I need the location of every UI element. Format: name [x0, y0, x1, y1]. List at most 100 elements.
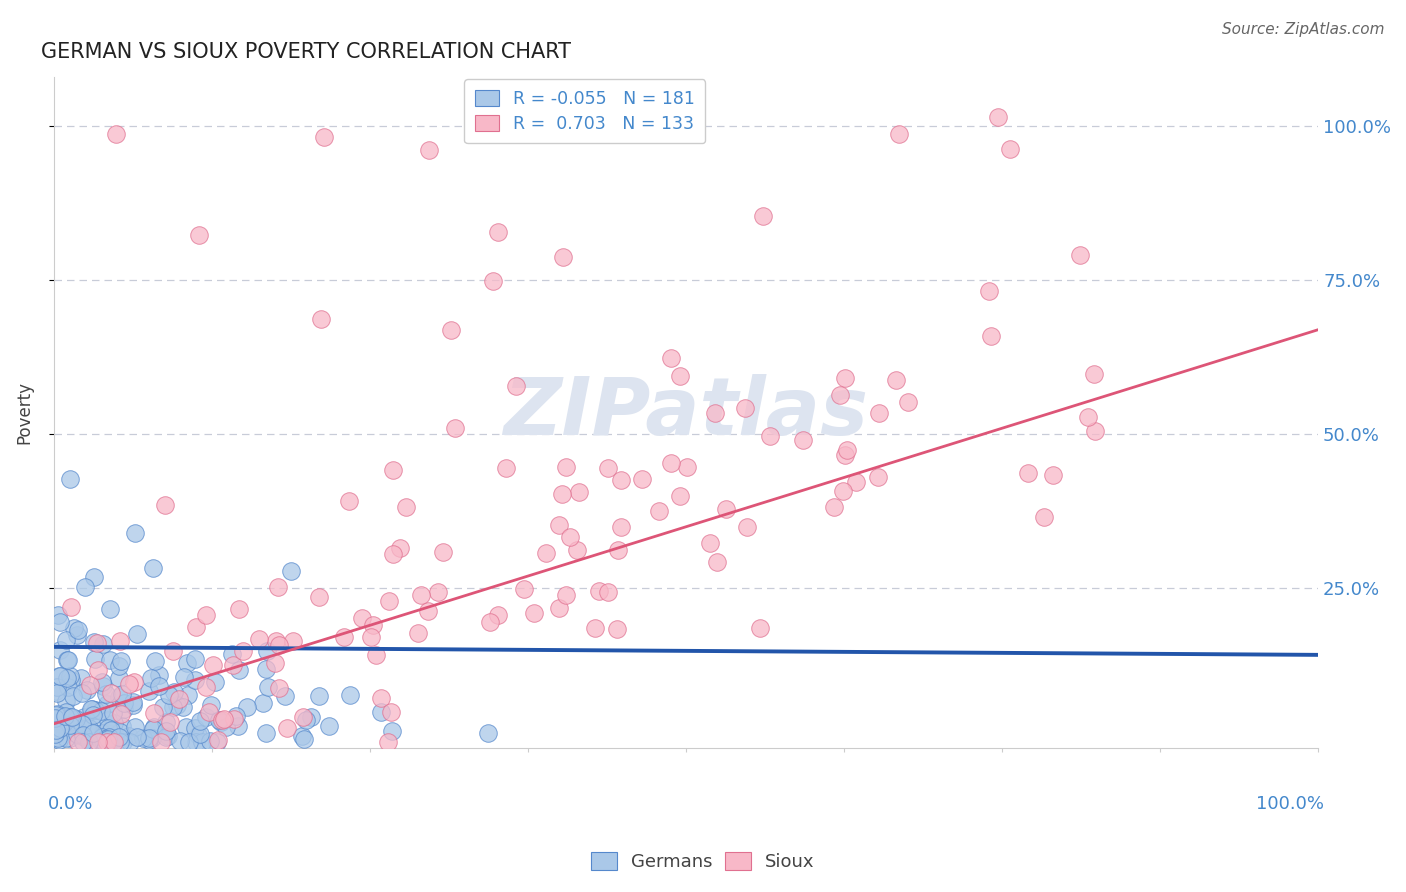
- Point: [167, 692, 190, 706]
- Point: [845, 475, 868, 489]
- Point: [280, 564, 302, 578]
- Point: [207, 733, 229, 747]
- Point: [55, 731, 77, 745]
- Point: [65, 712, 87, 726]
- Point: [90, 675, 112, 690]
- Point: [63, 621, 86, 635]
- Point: [523, 606, 546, 620]
- Point: [547, 518, 569, 533]
- Point: [734, 401, 756, 415]
- Point: [714, 501, 737, 516]
- Point: [48, 722, 70, 736]
- Point: [55, 694, 77, 708]
- Point: [108, 735, 131, 749]
- Point: [159, 714, 181, 729]
- Point: [155, 723, 177, 738]
- Point: [395, 500, 418, 515]
- Point: [55, 632, 77, 647]
- Point: [418, 143, 440, 157]
- Point: [63, 718, 86, 732]
- Point: [125, 731, 148, 745]
- Point: [121, 695, 143, 709]
- Point: [361, 618, 384, 632]
- Point: [610, 520, 633, 534]
- Text: 100.0%: 100.0%: [1257, 796, 1324, 814]
- Point: [558, 530, 581, 544]
- Point: [388, 541, 411, 555]
- Point: [66, 627, 89, 641]
- Point: [247, 632, 270, 647]
- Point: [232, 644, 254, 658]
- Point: [72, 734, 94, 748]
- Point: [1083, 367, 1105, 381]
- Point: [173, 670, 195, 684]
- Point: [565, 542, 588, 557]
- Point: [444, 421, 467, 435]
- Point: [59, 669, 82, 683]
- Point: [104, 732, 127, 747]
- Point: [274, 689, 297, 703]
- Point: [254, 663, 277, 677]
- Point: [80, 702, 103, 716]
- Point: [101, 706, 124, 720]
- Point: [62, 689, 84, 703]
- Point: [111, 734, 134, 748]
- Point: [46, 680, 69, 694]
- Point: [200, 698, 222, 712]
- Point: [187, 227, 209, 242]
- Point: [411, 588, 433, 602]
- Point: [87, 735, 110, 749]
- Point: [60, 599, 83, 614]
- Point: [122, 698, 145, 712]
- Point: [659, 457, 682, 471]
- Point: [91, 679, 114, 693]
- Point: [312, 129, 335, 144]
- Point: [205, 735, 228, 749]
- Point: [263, 656, 285, 670]
- Point: [551, 486, 574, 500]
- Point: [183, 721, 205, 735]
- Legend: R = -0.055   N = 181, R =  0.703   N = 133: R = -0.055 N = 181, R = 0.703 N = 133: [464, 79, 706, 144]
- Point: [752, 209, 775, 223]
- Point: [553, 250, 575, 264]
- Point: [73, 710, 96, 724]
- Point: [59, 718, 82, 732]
- Point: [87, 663, 110, 677]
- Point: [440, 322, 463, 336]
- Point: [554, 588, 576, 602]
- Point: [169, 733, 191, 747]
- Point: [46, 731, 69, 746]
- Point: [987, 110, 1010, 124]
- Point: [209, 715, 232, 730]
- Point: [110, 654, 132, 668]
- Point: [108, 659, 131, 673]
- Point: [598, 585, 620, 599]
- Point: [339, 688, 361, 702]
- Point: [122, 675, 145, 690]
- Point: [606, 622, 628, 636]
- Point: [897, 395, 920, 409]
- Point: [139, 671, 162, 685]
- Point: [266, 634, 288, 648]
- Point: [267, 580, 290, 594]
- Point: [82, 726, 104, 740]
- Point: [138, 733, 160, 747]
- Point: [195, 607, 218, 622]
- Point: [49, 615, 72, 629]
- Point: [148, 667, 170, 681]
- Point: [72, 729, 94, 743]
- Point: [111, 719, 134, 733]
- Point: [979, 284, 1001, 298]
- Point: [382, 547, 405, 561]
- Point: [482, 273, 505, 287]
- Point: [45, 683, 67, 698]
- Point: [44, 711, 66, 725]
- Point: [45, 706, 67, 721]
- Point: [309, 311, 332, 326]
- Point: [188, 727, 211, 741]
- Point: [103, 715, 125, 730]
- Point: [834, 371, 856, 385]
- Point: [149, 735, 172, 749]
- Point: [191, 735, 214, 749]
- Point: [124, 720, 146, 734]
